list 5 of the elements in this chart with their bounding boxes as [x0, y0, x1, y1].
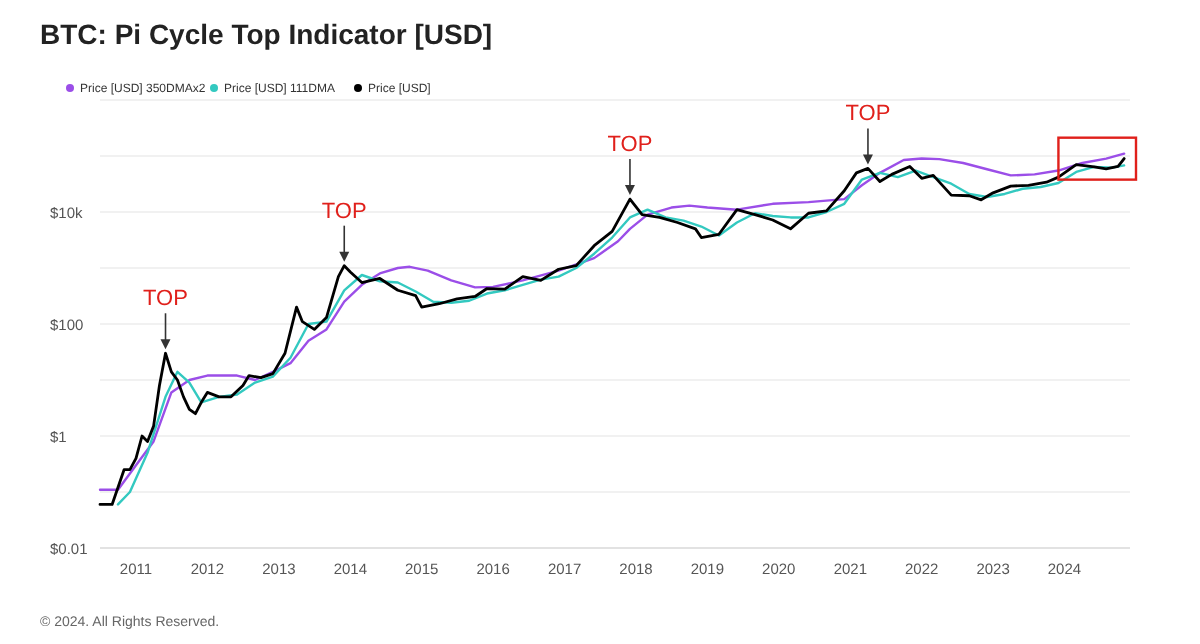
- annotation: TOP: [607, 133, 653, 158]
- chart-title: BTC: Pi Cycle Top Indicator [USD]: [40, 18, 493, 50]
- annotation: TOP: [143, 287, 188, 312]
- annotation: TOP: [845, 102, 891, 127]
- annotation: TOP: [321, 199, 367, 224]
